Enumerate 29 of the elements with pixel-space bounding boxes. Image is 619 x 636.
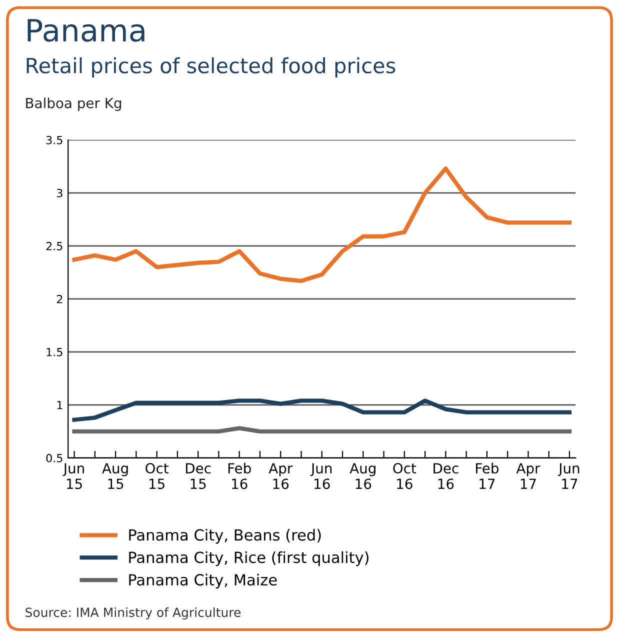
y-tick-label: 1.5: [46, 348, 62, 356]
x-tick-label: Feb 16: [228, 462, 251, 490]
line-series: [72, 398, 572, 422]
y-tick-label: 3: [57, 188, 62, 198]
legend-label: Panama City, Maize: [129, 574, 277, 589]
y-tick-label: 1: [57, 401, 62, 410]
chart-subtitle: Retail prices of selected food prices: [26, 57, 396, 78]
y-tick-label: 0.5: [46, 454, 62, 462]
x-tick-label: Dec 16: [434, 463, 458, 490]
x-tick-label: Feb 17: [476, 462, 498, 489]
x-tick-label: Oct 16: [393, 463, 416, 490]
y-tick-label: 2.5: [46, 242, 62, 250]
y-axis-title: Balboa per Kg: [26, 98, 122, 112]
legend-label: Panama City, Beans (red): [129, 528, 321, 544]
x-tick-label: Jun 16: [310, 463, 332, 490]
legend-label: Panama City, Rice (first quality): [129, 551, 368, 566]
x-tick-label: Jun 17: [558, 463, 580, 489]
x-tick-label: Aug 16: [350, 463, 376, 490]
x-tick-label: Oct 15: [146, 463, 168, 490]
x-tick-label: Aug 15: [102, 463, 128, 490]
x-tick-label: Dec 15: [186, 463, 211, 490]
y-tick-label: 2: [56, 294, 62, 304]
x-tick-label: Apr 16: [268, 463, 293, 490]
y-tick-label: 3.5: [46, 136, 62, 144]
source-note: Source: IMA Ministry of Agriculture: [26, 607, 241, 620]
x-tick-label: Jun 15: [62, 463, 84, 490]
chart-title: Panama: [28, 19, 144, 42]
line-series: [72, 166, 572, 283]
x-tick-label: Apr 17: [516, 463, 540, 489]
